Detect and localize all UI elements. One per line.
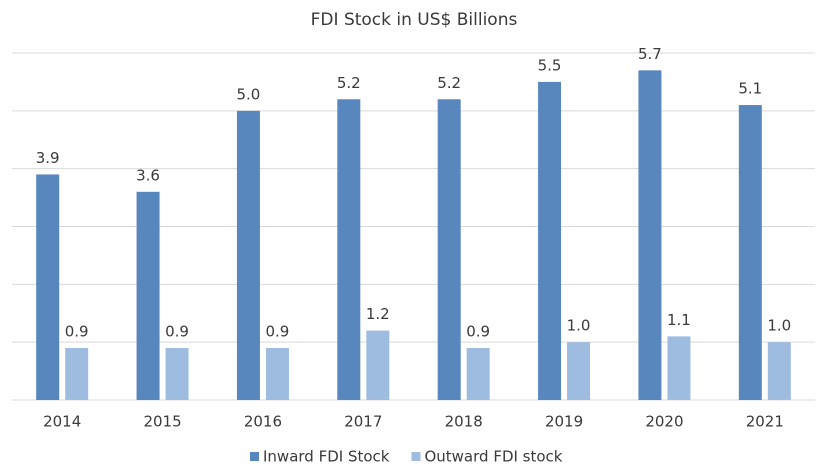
bar — [538, 81, 562, 401]
x-tick-label: 2021 — [746, 413, 784, 431]
bar — [437, 99, 461, 401]
value-label: 1.1 — [667, 311, 691, 329]
value-label: 1.2 — [366, 305, 390, 323]
value-label: 0.9 — [466, 322, 490, 340]
bar — [767, 342, 791, 400]
value-label: 5.0 — [237, 85, 261, 103]
legend-label: Inward FDI Stock — [263, 448, 390, 466]
bar — [65, 347, 89, 400]
chart-title: FDI Stock in US$ Billions — [311, 10, 518, 30]
x-tick-label: 2014 — [43, 413, 81, 431]
bar — [667, 336, 691, 400]
bar — [165, 347, 189, 400]
value-label: 3.6 — [136, 166, 160, 184]
x-tick-label: 2020 — [645, 413, 683, 431]
legend-swatch — [411, 452, 421, 461]
value-label: 1.0 — [767, 317, 791, 335]
bar — [567, 342, 591, 400]
bar — [337, 99, 361, 401]
bar — [466, 347, 490, 400]
x-tick-label: 2019 — [545, 413, 583, 431]
bar — [366, 330, 390, 400]
value-label: 5.2 — [437, 74, 461, 92]
value-label: 5.5 — [538, 56, 562, 74]
value-label: 5.7 — [638, 45, 662, 63]
legend-label: Outward FDI stock — [424, 448, 562, 466]
x-tick-label: 2018 — [445, 413, 483, 431]
legend-swatch — [250, 452, 259, 461]
value-label: 0.9 — [165, 322, 189, 340]
bar — [36, 174, 60, 400]
x-tick-label: 2017 — [344, 413, 382, 431]
value-label: 0.9 — [65, 322, 89, 340]
value-label: 5.2 — [337, 74, 361, 92]
bar — [265, 347, 289, 400]
bar — [638, 70, 662, 400]
bar — [738, 105, 762, 401]
bar — [136, 191, 160, 400]
bar — [236, 110, 260, 400]
x-tick-label: 2016 — [244, 413, 282, 431]
value-label: 3.9 — [36, 149, 60, 167]
x-tick-label: 2015 — [143, 413, 181, 431]
value-label: 0.9 — [266, 322, 290, 340]
value-label: 1.0 — [567, 317, 591, 335]
value-label: 5.1 — [738, 80, 762, 98]
